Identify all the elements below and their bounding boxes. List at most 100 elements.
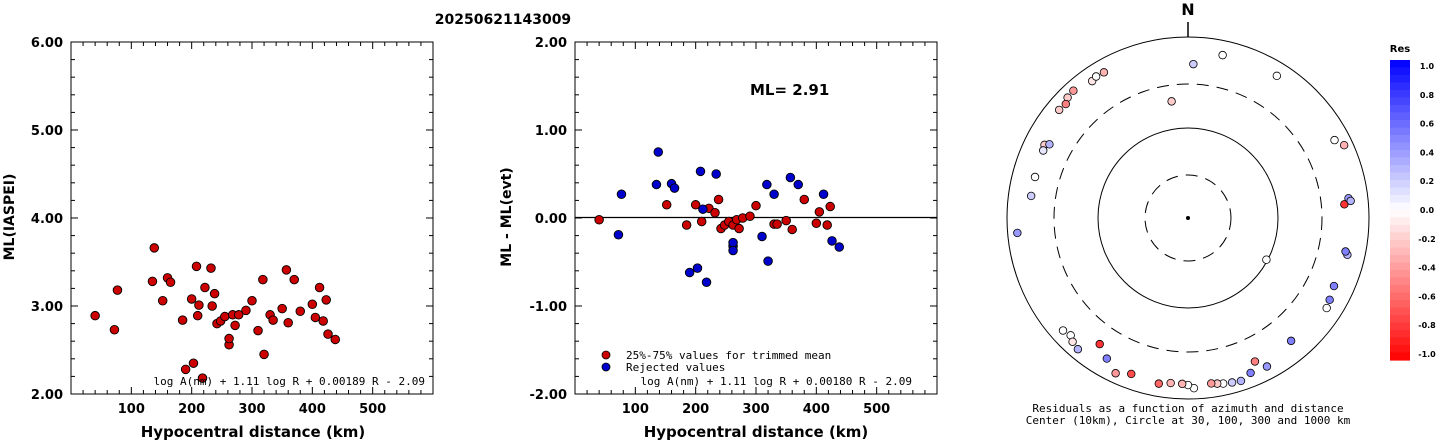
y-tick-label: 6.00 <box>31 36 63 51</box>
colorbar-tick-label: -0.4 <box>1418 264 1436 273</box>
colorbar-tick-label: -0.2 <box>1418 235 1436 244</box>
colorbar-segment <box>1390 232 1410 241</box>
data-point <box>112 285 123 295</box>
rejected-point <box>769 189 779 199</box>
colorbar-segment <box>1390 315 1410 324</box>
data-point <box>209 288 220 299</box>
x-tick-label: 300 <box>238 402 265 417</box>
data-point <box>307 299 318 309</box>
kept-point <box>799 194 810 205</box>
residual-point <box>1340 200 1349 209</box>
colorbar-tick-label: -1.0 <box>1418 350 1436 359</box>
residual-point <box>1262 362 1272 371</box>
colorbar-segment <box>1390 247 1410 256</box>
kept-point <box>710 207 720 218</box>
rejected-point <box>684 267 695 278</box>
kept-point <box>594 215 604 225</box>
colorbar-segment <box>1390 135 1410 144</box>
y-tick-label: 0.00 <box>535 212 567 227</box>
rejected-point <box>701 277 712 287</box>
data-point <box>186 294 197 304</box>
data-point <box>157 295 168 306</box>
colorbar-segment <box>1390 97 1410 106</box>
data-point <box>259 349 269 360</box>
residual-point <box>1073 345 1083 354</box>
x-tick-label: 500 <box>359 402 386 417</box>
y-tick-label: -2.00 <box>530 388 567 403</box>
colorbar-segment <box>1390 307 1410 316</box>
residual-point <box>1207 379 1216 388</box>
colorbar-tick-label: 0.6 <box>1420 120 1435 129</box>
data-point <box>230 320 240 331</box>
data-point <box>220 311 230 322</box>
colorbar-segment <box>1390 105 1410 114</box>
colorbar-segment <box>1390 172 1410 181</box>
axis-ticks: 100 200 300 400 500 2.00 3.00 4.00 5.00 6.00 <box>31 36 433 417</box>
data-point <box>241 305 251 316</box>
kept-point <box>822 220 832 230</box>
residual-point <box>1102 354 1112 363</box>
data-point <box>188 358 199 368</box>
y-tick-label: -1.00 <box>530 300 567 315</box>
colorbar-segment <box>1390 240 1410 249</box>
kept-point <box>772 219 782 229</box>
rejected-point <box>827 236 837 246</box>
kept-point <box>681 220 692 230</box>
y-tick-label: 5.00 <box>31 124 63 139</box>
colorbar-segment <box>1390 285 1410 294</box>
circle-30km <box>1144 174 1232 262</box>
data-points <box>594 147 845 287</box>
x-tick-label: 100 <box>622 402 649 417</box>
colorbar-segment <box>1390 277 1410 286</box>
residual-point <box>1166 378 1175 388</box>
residual-point <box>1346 196 1355 206</box>
x-tick-label: 300 <box>742 402 769 417</box>
residual-point <box>1341 247 1350 256</box>
residual-point <box>1099 68 1109 77</box>
colorbar-tick-label: 0.2 <box>1420 177 1434 186</box>
kept-point <box>814 207 825 217</box>
colorbar-title: Res <box>1390 44 1410 55</box>
residual-point <box>1054 105 1064 115</box>
residual-point <box>1026 191 1036 201</box>
residual-point <box>1111 369 1120 378</box>
data-point <box>207 301 217 311</box>
y-tick-label: 2.00 <box>535 36 567 51</box>
colorbar-segment <box>1390 180 1410 189</box>
legend-marker-kept <box>601 350 611 360</box>
x-tick-label: 500 <box>863 402 890 417</box>
rejected-point <box>763 256 773 266</box>
formula-text: log A(nm) + 1.11 log R + 0.00180 R - 2.0… <box>640 375 912 388</box>
colorbar-segment <box>1390 330 1410 339</box>
residual-point <box>1178 379 1187 389</box>
colorbar-segment <box>1390 262 1410 271</box>
rejected-point <box>613 229 624 240</box>
residual-point <box>1272 71 1282 81</box>
residual-point <box>1039 146 1048 155</box>
data-point <box>191 261 202 272</box>
data-point <box>281 265 292 275</box>
rejected-point <box>698 204 708 214</box>
residual-point <box>1154 379 1163 388</box>
residual-point <box>1058 326 1068 335</box>
y-axis-label: ML(IASPEI) <box>2 174 18 261</box>
kept-point <box>811 218 822 229</box>
x-axis-label: Hypocentral distance (km) <box>141 423 366 441</box>
data-points <box>90 243 341 383</box>
data-point <box>206 263 216 273</box>
colorbar-segment <box>1390 112 1410 121</box>
data-point <box>197 373 208 383</box>
x-tick-label: 400 <box>299 402 326 417</box>
data-point <box>318 316 328 326</box>
polar-caption-line1: Residuals as a function of azimuth and d… <box>1032 402 1343 415</box>
colorbar-tick-label: -0.6 <box>1418 292 1436 301</box>
colorbar-segment <box>1390 195 1410 204</box>
data-point <box>289 274 299 285</box>
residual-point <box>1330 135 1339 145</box>
colorbar-segment <box>1390 60 1410 69</box>
residual-points <box>1013 50 1355 393</box>
colorbar-segment <box>1390 187 1410 196</box>
azimuth-residual-plot: N Residuals as a function of azimuth and… <box>1006 0 1370 427</box>
rejected-point <box>695 166 706 177</box>
